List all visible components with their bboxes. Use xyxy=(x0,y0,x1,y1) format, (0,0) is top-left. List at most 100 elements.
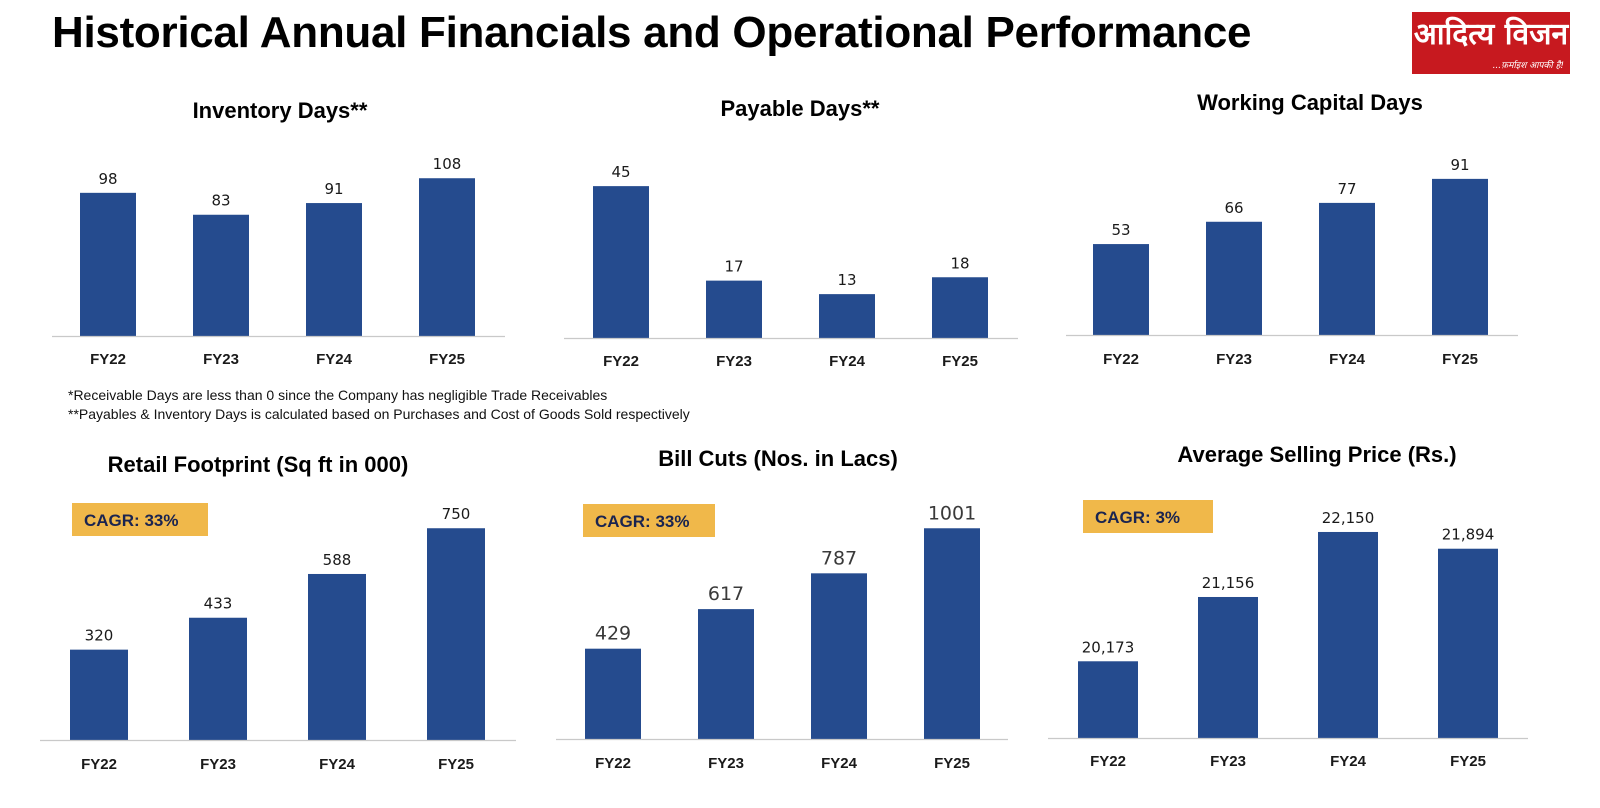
cagr-label: CAGR: 33% xyxy=(84,511,178,530)
category-label: FY25 xyxy=(934,755,970,772)
data-label: 21,894 xyxy=(1442,526,1495,544)
bar-fy22 xyxy=(80,192,136,336)
data-label: 320 xyxy=(85,627,114,645)
chart-payable-days: Payable Days** 45 FY22 17 FY23 13 FY24 18 FY25 xyxy=(550,88,1090,428)
cagr-badge xyxy=(583,504,715,537)
chart-title: Retail Footprint (Sq ft in 000) xyxy=(108,452,409,477)
cagr-badge xyxy=(72,503,208,536)
logo-tagline: ...फ़र्माइश आपकी है! xyxy=(1492,61,1564,71)
category-label: FY23 xyxy=(200,756,236,773)
chart-title: Inventory Days** xyxy=(193,98,368,123)
bar-fy24 xyxy=(1319,202,1375,335)
data-label: 91 xyxy=(324,180,343,198)
category-label: FY24 xyxy=(319,756,356,773)
category-label: FY23 xyxy=(1210,753,1246,770)
data-label: 21,156 xyxy=(1202,574,1255,592)
data-label: 1001 xyxy=(928,502,976,524)
cagr-label: CAGR: 3% xyxy=(1095,508,1180,527)
bar-fy25 xyxy=(419,178,475,336)
chart-title: Payable Days** xyxy=(721,96,880,121)
chart-average-selling-price: Average Selling Price (Rs.) CAGR: 3% 20,17… xyxy=(1038,436,1578,776)
category-label: FY22 xyxy=(1090,753,1126,770)
category-label: FY22 xyxy=(603,353,639,370)
retail-footprint-svg: Retail Footprint (Sq ft in 000) CAGR: 33%… xyxy=(40,452,516,773)
chart-retail-footprint: Retail Footprint (Sq ft in 000) CAGR: 33%… xyxy=(30,444,570,784)
data-label: 18 xyxy=(950,254,969,272)
inventory-days-svg: Inventory Days** 98 FY22 83 FY23 91 FY24 108 FY2… xyxy=(52,98,505,368)
bar-fy24 xyxy=(811,573,867,739)
bar-fy22 xyxy=(593,186,649,338)
data-label: 66 xyxy=(1224,199,1243,217)
footnote-payables-inventory: **Payables & Inventory Days is calculate… xyxy=(68,406,690,422)
bar-fy24 xyxy=(819,294,875,338)
chart-title: Bill Cuts (Nos. in Lacs) xyxy=(658,446,898,471)
cagr-badge xyxy=(1083,500,1213,533)
bar-fy24 xyxy=(306,203,362,336)
data-label: 13 xyxy=(837,271,856,289)
category-label: FY22 xyxy=(90,351,126,368)
category-label: FY24 xyxy=(316,351,353,368)
bar-fy22 xyxy=(585,648,641,739)
bar-fy22 xyxy=(1078,661,1138,738)
category-label: FY24 xyxy=(829,353,866,370)
category-label: FY25 xyxy=(1450,753,1486,770)
data-label: 91 xyxy=(1450,156,1469,174)
bar-fy22 xyxy=(1093,244,1149,335)
bar-fy23 xyxy=(698,609,754,739)
bar-fy23 xyxy=(193,214,249,336)
category-label: FY25 xyxy=(942,353,978,370)
category-label: FY24 xyxy=(821,755,858,772)
working-capital-days-svg: Working Capital Days 53 FY22 66 FY23 77 FY24 91… xyxy=(1066,90,1518,368)
bar-fy25 xyxy=(924,528,980,739)
data-label: 588 xyxy=(323,551,352,569)
bar-fy24 xyxy=(1318,531,1378,738)
logo-wordmark: आदित्य विजन xyxy=(1413,17,1569,52)
category-label: FY22 xyxy=(81,756,117,773)
category-label: FY23 xyxy=(708,755,744,772)
data-label: 429 xyxy=(595,623,631,645)
cagr-label: CAGR: 33% xyxy=(595,512,689,531)
category-label: FY22 xyxy=(1103,351,1139,368)
chart-bill-cuts: Bill Cuts (Nos. in Lacs) CAGR: 33% 429 FY22… xyxy=(548,440,1088,780)
data-label: 45 xyxy=(611,163,630,181)
bar-fy25 xyxy=(427,528,485,740)
bill-cuts-svg: Bill Cuts (Nos. in Lacs) CAGR: 33% 429 FY22… xyxy=(556,446,1008,772)
category-label: FY22 xyxy=(595,755,631,772)
page-title: Historical Annual Financials and Operati… xyxy=(52,8,1252,57)
category-label: FY23 xyxy=(1216,351,1252,368)
data-label: 750 xyxy=(442,505,471,523)
category-label: FY24 xyxy=(1330,753,1367,770)
bar-fy25 xyxy=(1438,548,1498,738)
category-label: FY25 xyxy=(438,756,474,773)
data-label: 433 xyxy=(204,595,233,613)
category-label: FY23 xyxy=(203,351,239,368)
bar-fy23 xyxy=(189,617,247,740)
data-label: 17 xyxy=(724,258,743,276)
average-selling-price-svg: Average Selling Price (Rs.) CAGR: 3% 20,17… xyxy=(1048,442,1528,770)
category-label: FY23 xyxy=(716,353,752,370)
bar-fy25 xyxy=(1432,178,1488,335)
chart-title: Working Capital Days xyxy=(1197,90,1423,115)
footnote-receivable-days: *Receivable Days are less than 0 since t… xyxy=(68,387,608,403)
data-label: 83 xyxy=(211,192,230,210)
chart-title: Average Selling Price (Rs.) xyxy=(1177,442,1456,467)
payable-days-svg: Payable Days** 45 FY22 17 FY23 13 FY24 18 FY25 xyxy=(564,96,1018,370)
bar-fy22 xyxy=(70,649,128,740)
data-label: 20,173 xyxy=(1082,638,1135,656)
data-label: 22,150 xyxy=(1322,509,1375,527)
bar-fy25 xyxy=(932,277,988,338)
chart-inventory-days: Inventory Days** 98 FY22 83 FY23 91 FY24 108 FY2… xyxy=(40,88,580,428)
data-label: 77 xyxy=(1337,180,1356,198)
bar-fy23 xyxy=(706,280,762,338)
data-label: 98 xyxy=(98,170,117,188)
category-label: FY24 xyxy=(1329,351,1366,368)
data-label: 53 xyxy=(1111,221,1130,239)
data-label: 787 xyxy=(821,547,857,569)
footnotes: *Receivable Days are less than 0 since t… xyxy=(68,386,690,424)
category-label: FY25 xyxy=(1442,351,1478,368)
chart-working-capital-days: Working Capital Days 53 FY22 66 FY23 77 FY24 91… xyxy=(1046,82,1586,422)
aaditya-vision-logo: आदित्य विजन ...फ़र्माइश आपकी है! xyxy=(1412,12,1570,74)
category-label: FY25 xyxy=(429,351,465,368)
data-label: 617 xyxy=(708,583,744,605)
bar-fy24 xyxy=(308,573,366,740)
